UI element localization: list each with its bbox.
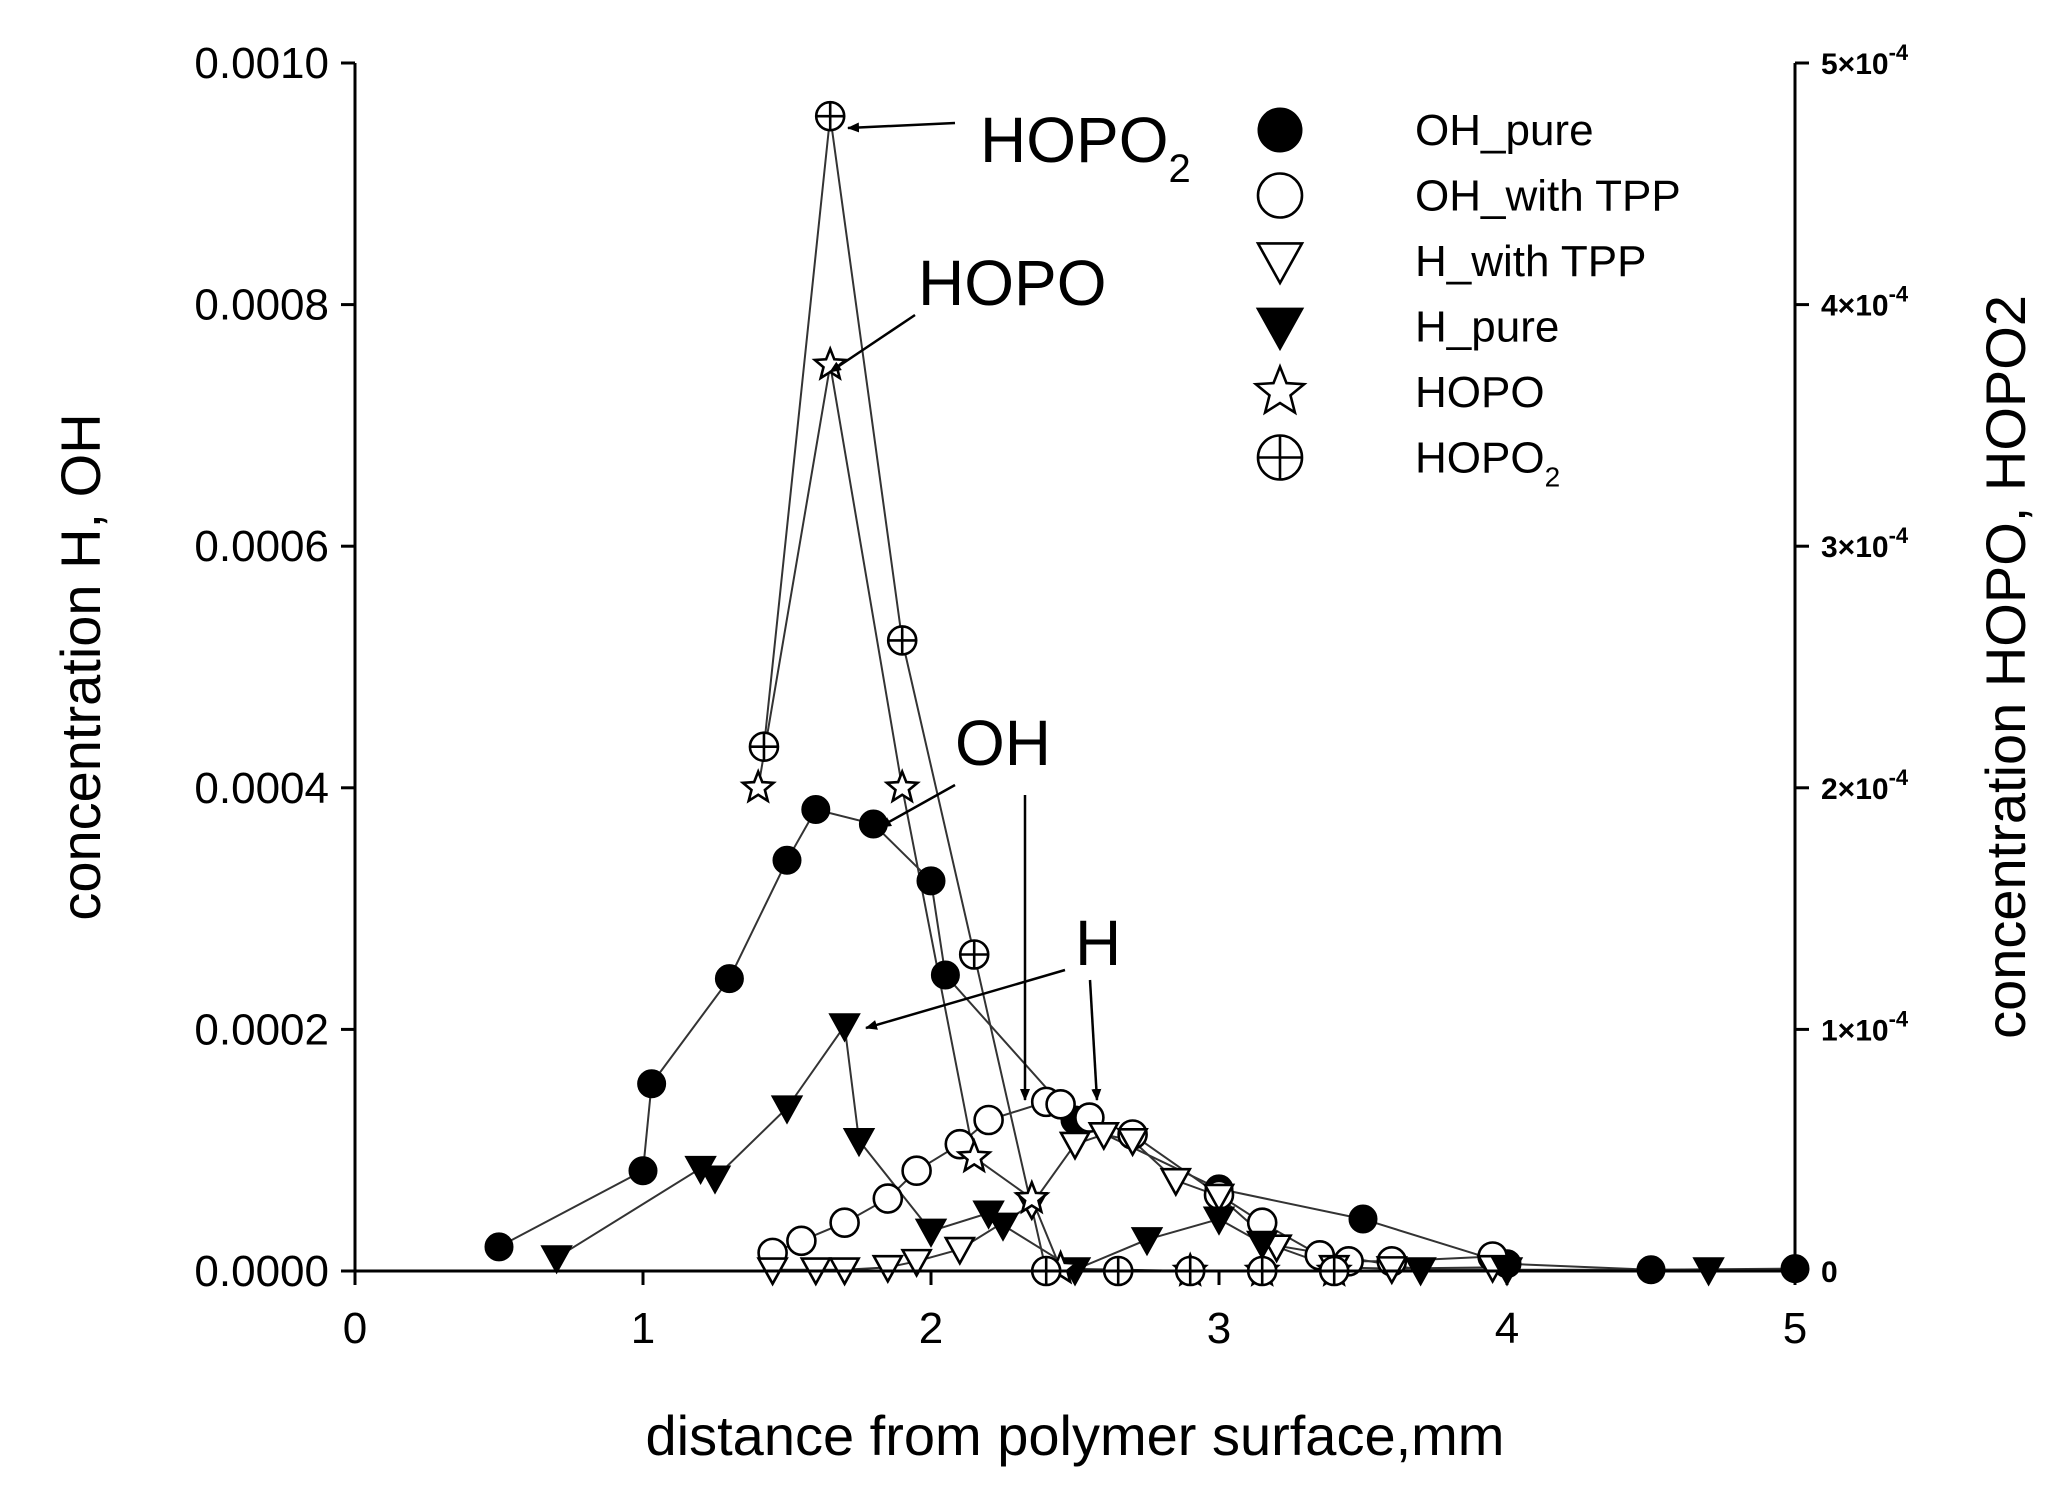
data-point-h-with-tpp bbox=[1058, 1131, 1092, 1161]
legend-label: H_pure bbox=[1415, 303, 1559, 352]
x-tick-label: 2 bbox=[919, 1304, 943, 1353]
data-point-oh-pure bbox=[930, 960, 960, 990]
annotations: HOPO2 HOPO OH H bbox=[829, 104, 1191, 1101]
y-tick-label-right: 0 bbox=[1821, 1256, 1838, 1289]
y-tick-label-right: 3×10-4 bbox=[1821, 523, 1909, 564]
data-point-oh-with-tpp bbox=[829, 1207, 860, 1238]
data-point-h-with-tpp bbox=[943, 1236, 977, 1266]
data-point-oh-with-tpp bbox=[786, 1225, 817, 1257]
x-tick-label: 1 bbox=[631, 1304, 655, 1353]
legend-item-h-pure: H_pure bbox=[1255, 303, 1559, 352]
x-tick-label: 0 bbox=[343, 1304, 367, 1353]
data-point-oh-with-tpp bbox=[1045, 1088, 1076, 1120]
axes: 0 1 2 3 4 5 0.0000 0.0002 0.0004 0.0006 0.0008 0.00… bbox=[194, 39, 1908, 1353]
y-tick-label-right: 1×10-4 bbox=[1821, 1006, 1909, 1047]
data-point-h-pure bbox=[1245, 1230, 1279, 1260]
x-tick-label: 3 bbox=[1207, 1304, 1231, 1353]
data-point-oh-pure bbox=[772, 845, 802, 875]
data-point-hopo2 bbox=[958, 939, 990, 970]
data-point-hopo bbox=[955, 1137, 993, 1174]
y-tick-label-left: 0.0002 bbox=[194, 1005, 329, 1054]
data-point-h-pure bbox=[986, 1212, 1020, 1242]
legend-marker-h-with-tpp bbox=[1255, 242, 1305, 286]
y-tick-label-left: 0.0008 bbox=[194, 281, 329, 330]
data-point-h-with-tpp bbox=[1202, 1183, 1236, 1213]
legend-label: OH_pure bbox=[1415, 106, 1594, 155]
y-tick-label-right: 2×10-4 bbox=[1821, 765, 1909, 806]
data-point-h-pure bbox=[1130, 1227, 1164, 1257]
legend: OH_pure OH_with TPP H_with TPP H_pure HOPO HO… bbox=[1252, 106, 1681, 493]
svg-text:HOPO2: HOPO2 bbox=[980, 104, 1191, 191]
data-point-h-with-tpp bbox=[900, 1248, 933, 1279]
svg-text:H: H bbox=[1075, 907, 1121, 979]
legend-item-oh-pure: OH_pure bbox=[1257, 106, 1594, 155]
series-line-oh-pure bbox=[498, 808, 1796, 1271]
data-point-h-pure bbox=[540, 1245, 573, 1275]
y-tick-label-left: 0.0004 bbox=[194, 764, 329, 813]
x-tick-label: 4 bbox=[1495, 1304, 1519, 1353]
x-tick-label: 5 bbox=[1783, 1304, 1807, 1353]
data-point-h-with-tpp bbox=[871, 1254, 905, 1285]
series-markers bbox=[484, 100, 1810, 1287]
legend-marker-oh-with-tpp bbox=[1256, 172, 1304, 219]
data-point-h-pure bbox=[1202, 1206, 1236, 1236]
y-tick-label-left: 0.0006 bbox=[194, 522, 329, 571]
series-lines bbox=[498, 116, 1796, 1272]
data-point-oh-pure bbox=[714, 964, 744, 994]
y-tick-label-right: 5×10-4 bbox=[1821, 40, 1909, 81]
legend-label: H_with TPP bbox=[1415, 237, 1647, 286]
data-point-h-with-tpp bbox=[1159, 1167, 1193, 1198]
annotation-oh: OH bbox=[879, 707, 1051, 829]
annotation-pointer-lines bbox=[1020, 795, 1102, 1101]
data-point-oh-pure bbox=[484, 1232, 514, 1262]
y-axis-label-left: concentration H, OH bbox=[49, 413, 112, 920]
svg-text:OH: OH bbox=[955, 707, 1051, 779]
annotation-hopo2: HOPO2 bbox=[847, 104, 1191, 191]
y-tick-label-left: 0.0010 bbox=[194, 39, 329, 88]
data-point-h-with-tpp bbox=[1116, 1128, 1149, 1158]
data-point-h-pure bbox=[770, 1095, 804, 1125]
data-point-oh-pure bbox=[1348, 1204, 1378, 1234]
legend-label: OH_with TPP bbox=[1415, 172, 1681, 221]
legend-marker-oh-pure bbox=[1257, 107, 1303, 153]
series-line-hopo bbox=[757, 364, 1335, 1272]
legend-item-h-with-tpp: H_with TPP bbox=[1255, 237, 1647, 286]
data-point-oh-with-tpp bbox=[973, 1104, 1004, 1136]
data-point-oh-pure bbox=[801, 795, 831, 825]
data-point-oh-pure bbox=[628, 1156, 658, 1186]
legend-label: HOPO bbox=[1415, 368, 1545, 417]
data-point-hopo bbox=[739, 768, 777, 804]
y-axis-label-right: concentration HOPO, HOPO2 bbox=[1974, 295, 2037, 1039]
legend-item-hopo: HOPO bbox=[1252, 363, 1545, 417]
legend-marker-hopo2 bbox=[1256, 434, 1304, 481]
legend-item-oh-with-tpp: OH_with TPP bbox=[1256, 172, 1681, 221]
annotation-h: H bbox=[865, 907, 1121, 1030]
data-point-hopo2 bbox=[814, 100, 846, 132]
data-point-h-pure bbox=[842, 1128, 876, 1158]
data-point-hopo bbox=[1013, 1178, 1051, 1215]
legend-marker-hopo bbox=[1252, 363, 1308, 416]
legend-marker-h-pure bbox=[1255, 307, 1305, 352]
legend-label: HOPO2 bbox=[1415, 434, 1560, 493]
annotation-hopo: HOPO bbox=[829, 247, 1106, 374]
data-point-h-pure bbox=[828, 1013, 861, 1043]
svg-text:HOPO: HOPO bbox=[918, 247, 1106, 319]
data-point-h-with-tpp bbox=[1087, 1121, 1121, 1152]
data-point-h-pure bbox=[914, 1218, 948, 1248]
data-point-oh-with-tpp bbox=[872, 1183, 904, 1214]
legend-item-hopo2: HOPO2 bbox=[1256, 434, 1560, 493]
data-point-oh-pure bbox=[916, 866, 946, 896]
data-point-oh-with-tpp bbox=[901, 1155, 932, 1187]
x-axis-label: distance from polymer surface,mm bbox=[646, 1404, 1505, 1467]
data-point-hopo2 bbox=[748, 731, 780, 763]
data-point-h-pure bbox=[698, 1165, 732, 1195]
data-point-hopo bbox=[883, 768, 921, 804]
y-tick-label-left: 0.0000 bbox=[194, 1247, 329, 1296]
y-tick-label-right: 4×10-4 bbox=[1821, 282, 1909, 323]
data-point-oh-pure bbox=[637, 1069, 667, 1099]
data-point-hopo2 bbox=[886, 625, 918, 656]
